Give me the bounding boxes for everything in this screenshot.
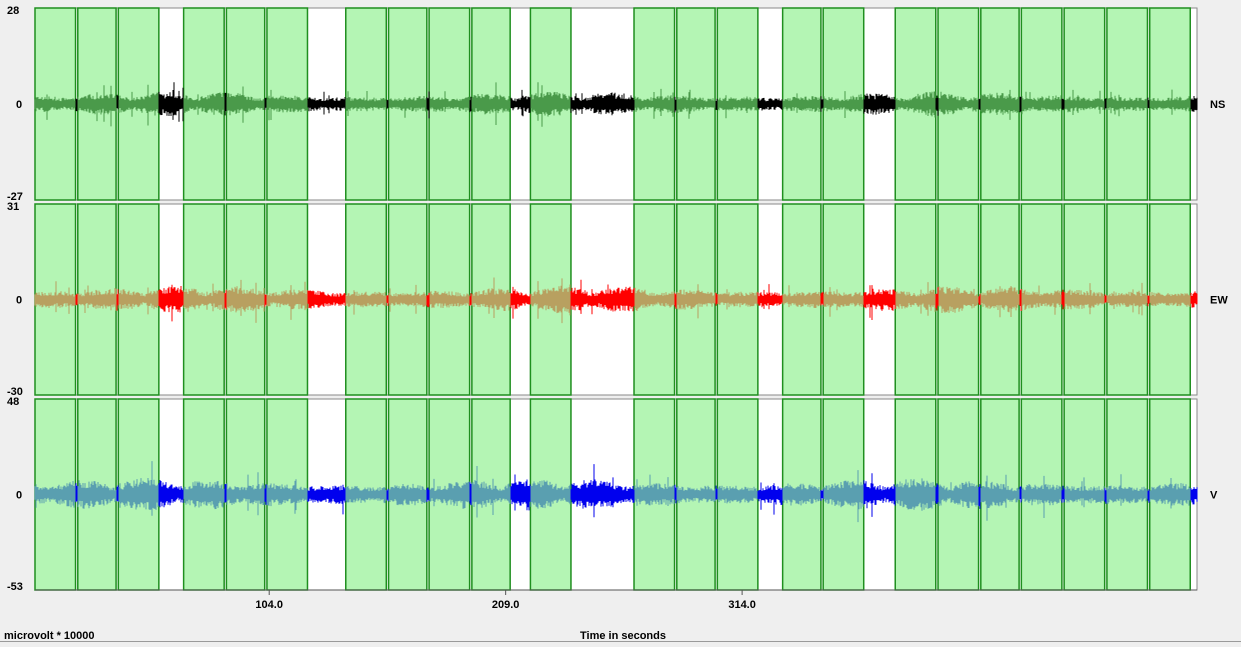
trace-outside-window-v: [75, 464, 1198, 518]
trace-outside-window-ew: [75, 279, 1198, 322]
y-zero-label: 0: [16, 99, 22, 111]
units-label: microvolt * 10000: [4, 630, 95, 642]
panel-ns: 28 0 -27 NS: [7, 5, 1225, 203]
time-axis: 104.0 209.0 314.0: [35, 589, 1197, 611]
y-max-label: 28: [7, 5, 19, 17]
footer-divider: [0, 641, 1241, 642]
y-min-label: -30: [7, 386, 23, 398]
panel-v: 48 0 -53 V: [7, 396, 1218, 593]
channel-label-v: V: [1210, 490, 1218, 502]
y-max-label: 31: [7, 201, 19, 213]
time-axis-title: Time in seconds: [580, 630, 666, 642]
trace-in-window-v: [34, 461, 1191, 523]
trace-in-window-ew: [34, 277, 1191, 324]
y-min-label: -27: [7, 191, 23, 203]
y-max-label: 48: [7, 396, 19, 408]
trace-in-window-ns: [34, 82, 1191, 127]
y-min-label: -53: [7, 581, 23, 593]
x-tick-label: 314.0: [728, 599, 756, 611]
y-zero-label: 0: [16, 295, 22, 307]
x-tick-label: 104.0: [255, 599, 283, 611]
channel-label-ew: EW: [1210, 295, 1228, 307]
y-zero-label: 0: [16, 490, 22, 502]
seismogram-plot: 28 0 -27 NS 31 0 -30 EW 48 0 -53 V 104.0 209.0 314.0: [7, 5, 1228, 611]
trace-outside-window-ns: [75, 82, 1198, 122]
panel-ew: 31 0 -30 EW: [7, 201, 1228, 398]
channel-panels: 28 0 -27 NS 31 0 -30 EW 48 0 -53 V: [7, 5, 1228, 593]
channel-label-ns: NS: [1210, 99, 1225, 111]
x-tick-label: 209.0: [492, 599, 520, 611]
